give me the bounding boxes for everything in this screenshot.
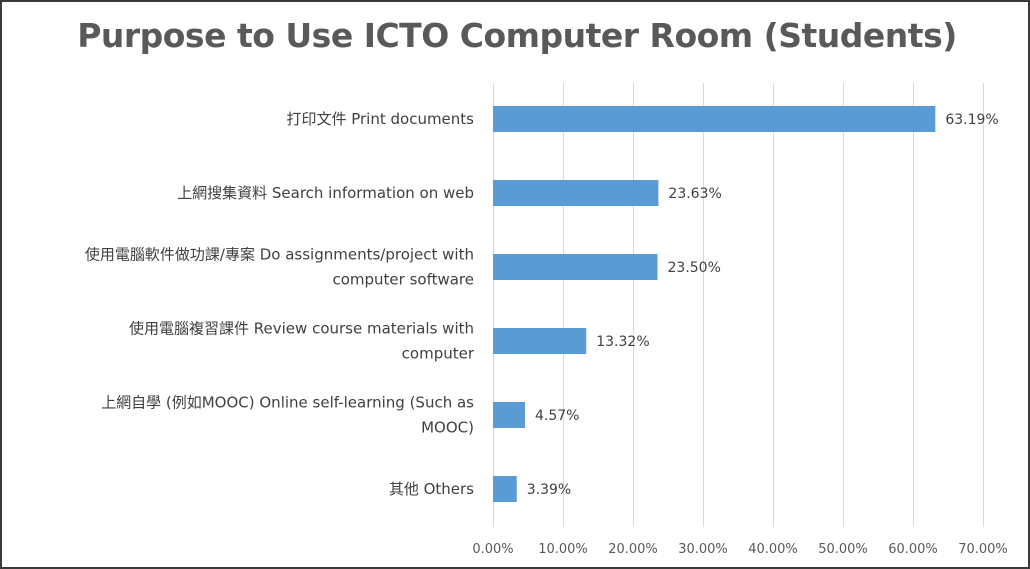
category-label-line: 使用電腦軟件做功課/專案 Do assignments/project with — [85, 246, 474, 264]
bar — [493, 106, 936, 132]
x-tick-label: 0.00% — [472, 542, 513, 557]
x-tick-label: 10.00% — [538, 542, 588, 557]
chart-title: Purpose to Use ICTO Computer Room (Stude… — [77, 16, 957, 55]
category-label-line: 上網自學 (例如MOOC) Online self-learning (Such… — [101, 394, 474, 412]
category-label-line: computer software — [332, 271, 474, 289]
data-label: 23.63% — [668, 186, 721, 202]
category-label-line: 其他 Others — [389, 480, 474, 498]
category-label-line: computer — [402, 345, 475, 363]
bar — [493, 328, 587, 354]
category-label: 其他 Others — [389, 480, 474, 498]
data-label: 23.50% — [668, 260, 721, 276]
bar — [493, 254, 658, 280]
bar — [493, 402, 525, 428]
category-label: 使用電腦軟件做功課/專案 Do assignments/project with… — [85, 246, 474, 289]
data-label: 3.39% — [527, 482, 571, 498]
category-label: 使用電腦複習課件 Review course materials with com… — [129, 320, 475, 363]
x-tick-label: 50.00% — [818, 542, 868, 557]
data-label: 63.19% — [945, 112, 998, 128]
bar — [493, 180, 659, 206]
x-tick-label: 60.00% — [888, 542, 938, 557]
category-label: 打印文件 Print documents — [286, 110, 474, 128]
category-label-line: 打印文件 Print documents — [286, 110, 474, 128]
category-label-line: 上網搜集資料 Search information on web — [177, 184, 474, 202]
x-tick-label: 30.00% — [678, 542, 728, 557]
data-label: 4.57% — [535, 408, 579, 424]
category-label: 上網自學 (例如MOOC) Online self-learning (Such… — [101, 394, 474, 437]
category-label-line: MOOC) — [421, 419, 474, 437]
data-label: 13.32% — [596, 334, 649, 350]
x-tick-label: 70.00% — [958, 542, 1008, 557]
bar — [493, 476, 517, 502]
x-tick-label: 40.00% — [748, 542, 798, 557]
x-tick-label: 20.00% — [608, 542, 658, 557]
category-label-line: 使用電腦複習課件 Review course materials with — [129, 320, 474, 338]
category-label: 上網搜集資料 Search information on web — [177, 184, 474, 202]
